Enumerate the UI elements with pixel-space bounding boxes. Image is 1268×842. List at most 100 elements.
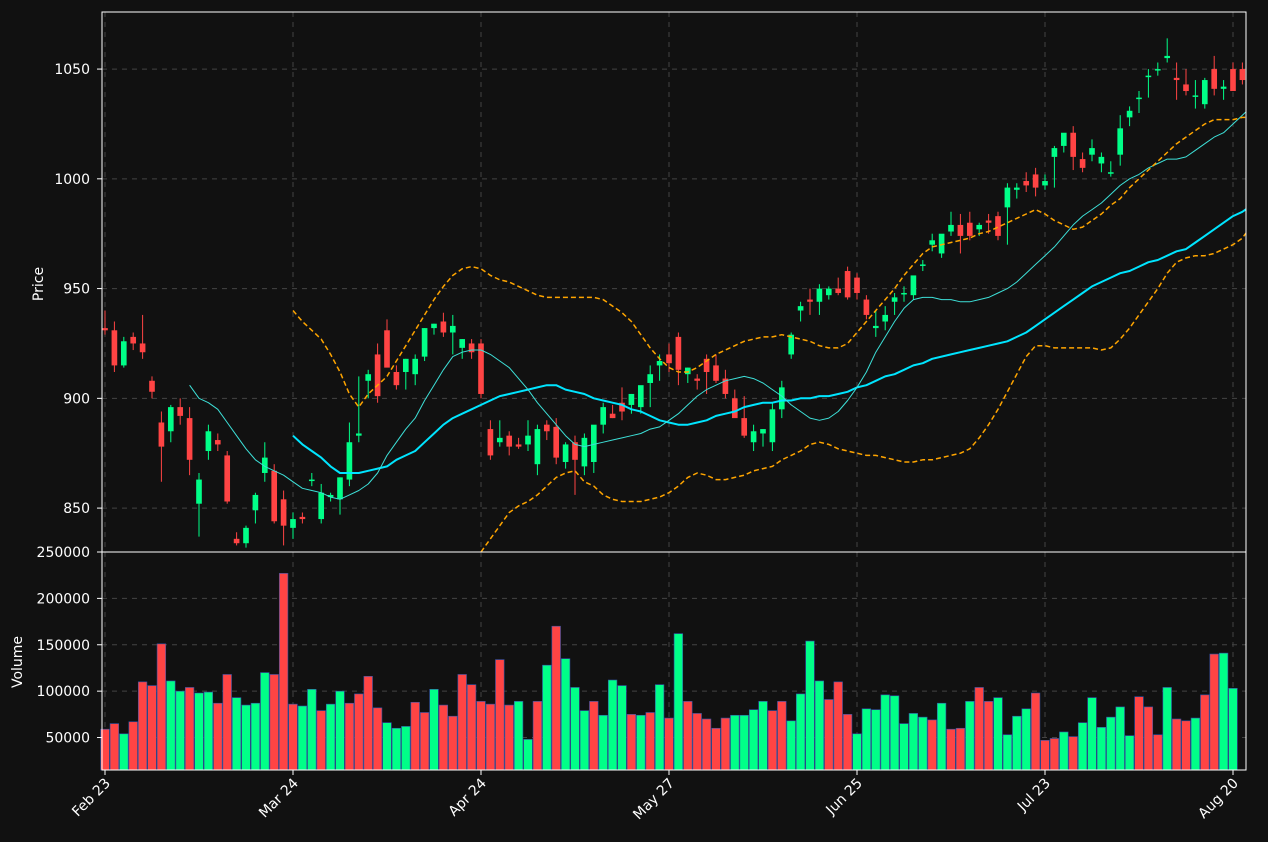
volume-bar bbox=[513, 701, 524, 771]
candle-body bbox=[910, 275, 917, 296]
candle-body bbox=[196, 479, 202, 504]
candle bbox=[929, 233, 936, 252]
candle bbox=[760, 429, 766, 447]
candle-body bbox=[703, 358, 710, 372]
candle-body bbox=[750, 431, 757, 443]
volume-bar bbox=[476, 701, 486, 771]
candle-body bbox=[1183, 84, 1189, 92]
volume-bar bbox=[1077, 722, 1088, 771]
volume-bar bbox=[438, 704, 449, 771]
candle-body bbox=[186, 418, 193, 460]
volume-bar bbox=[1190, 717, 1201, 771]
volume-bar bbox=[683, 701, 693, 771]
candle-body bbox=[825, 288, 832, 296]
volume-bar bbox=[1030, 692, 1041, 771]
candle-body bbox=[919, 264, 926, 266]
candle bbox=[1211, 55, 1218, 96]
candle bbox=[1154, 62, 1161, 76]
candle-body bbox=[393, 372, 400, 386]
candle-body bbox=[647, 374, 654, 383]
candle bbox=[120, 336, 127, 368]
candle bbox=[139, 314, 146, 359]
price-y-ticks: 850 900 950 1000 1050 bbox=[54, 62, 102, 517]
candle bbox=[1220, 80, 1227, 100]
candle bbox=[384, 319, 390, 368]
price-grid bbox=[102, 12, 1246, 552]
candle bbox=[957, 213, 964, 254]
volume-y-tick-label: 50000 bbox=[45, 731, 90, 747]
candle bbox=[1145, 69, 1152, 98]
candle bbox=[177, 398, 184, 425]
candle-body bbox=[1164, 55, 1171, 59]
volume-bar bbox=[391, 727, 402, 771]
candle bbox=[797, 301, 804, 322]
candle bbox=[290, 512, 296, 539]
volume-bar bbox=[401, 726, 411, 771]
candle-body bbox=[1136, 97, 1142, 100]
candle-body bbox=[619, 402, 625, 412]
candle-body bbox=[1013, 187, 1020, 190]
volume-bar bbox=[1200, 694, 1210, 771]
volume-bar bbox=[739, 714, 749, 771]
candle bbox=[111, 321, 118, 372]
candle bbox=[421, 328, 428, 362]
candle-body bbox=[271, 470, 278, 522]
candle-body bbox=[581, 437, 588, 467]
volume-bar bbox=[1087, 697, 1097, 771]
candle-body bbox=[816, 288, 823, 302]
candle-body bbox=[769, 409, 776, 443]
volume-bar bbox=[504, 704, 514, 771]
candle bbox=[468, 339, 475, 359]
volume-bar bbox=[344, 702, 355, 771]
candle bbox=[854, 273, 860, 300]
volume-bar bbox=[448, 715, 458, 771]
candle bbox=[402, 358, 409, 390]
candle-body bbox=[985, 220, 992, 223]
candle-body bbox=[1070, 132, 1077, 157]
volume-bar bbox=[1096, 727, 1107, 771]
candle bbox=[449, 314, 456, 355]
volume-bar bbox=[260, 672, 270, 771]
candle bbox=[130, 332, 137, 351]
candle-body bbox=[1089, 148, 1095, 155]
volume-bar bbox=[241, 704, 251, 771]
candle bbox=[1098, 152, 1105, 173]
candle bbox=[214, 433, 221, 452]
candle-body bbox=[590, 424, 597, 462]
volume-bar bbox=[1218, 652, 1229, 771]
candle-body bbox=[872, 325, 879, 329]
candle-body bbox=[760, 429, 766, 434]
candle bbox=[1107, 161, 1114, 177]
candle-body bbox=[1042, 181, 1048, 186]
candle-body bbox=[111, 330, 118, 366]
volume-bar bbox=[1040, 740, 1050, 771]
volume-bar bbox=[636, 714, 646, 771]
volume-bar bbox=[1021, 708, 1031, 771]
volume-bar bbox=[128, 721, 138, 771]
candle-body bbox=[901, 292, 907, 295]
candle-body bbox=[976, 224, 983, 230]
volume-bar bbox=[936, 702, 947, 771]
candle-body bbox=[844, 271, 851, 298]
candle bbox=[741, 396, 748, 438]
volume-bar bbox=[767, 710, 778, 771]
candle-body bbox=[684, 367, 691, 375]
volume-bar bbox=[1049, 738, 1060, 771]
volume-bar bbox=[908, 713, 919, 771]
volume-bar bbox=[532, 701, 543, 771]
volume-bar bbox=[1171, 718, 1182, 771]
candle bbox=[919, 260, 926, 272]
candle-body bbox=[496, 437, 503, 443]
volume-bar bbox=[899, 723, 909, 771]
candle-body bbox=[797, 306, 804, 311]
candle bbox=[280, 490, 287, 546]
candle bbox=[374, 343, 381, 403]
candle bbox=[844, 266, 851, 300]
volume-panel-frame bbox=[101, 551, 1247, 771]
candle bbox=[186, 407, 193, 476]
candle-body bbox=[261, 457, 268, 473]
price-axis-title: Price bbox=[31, 267, 47, 301]
volume-bars bbox=[100, 573, 1238, 771]
candle bbox=[478, 339, 484, 399]
candle-body bbox=[459, 339, 466, 348]
